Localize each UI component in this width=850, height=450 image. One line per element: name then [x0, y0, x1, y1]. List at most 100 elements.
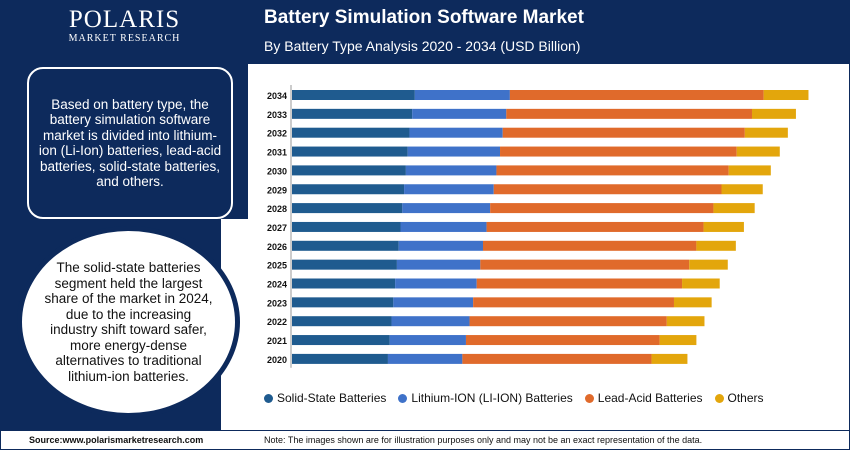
bar-segment: [402, 203, 491, 214]
year-tick-label: 2026: [267, 242, 287, 252]
legend-item: Lithium-ION (LI-ION) Batteries: [398, 391, 573, 405]
bar-segment: [682, 278, 720, 289]
bar-segment: [465, 335, 660, 346]
year-tick-label: 2029: [267, 185, 287, 195]
legend-label: Solid-State Batteries: [277, 391, 387, 405]
year-tick-label: 2022: [267, 317, 287, 327]
year-tick-label: 2025: [267, 261, 287, 271]
bar-segment: [292, 240, 399, 251]
bar-segment: [396, 259, 481, 270]
bar-segment: [728, 165, 771, 176]
bar-segment: [292, 127, 410, 138]
year-tick-label: 2032: [267, 129, 287, 139]
logo-name: POLARIS: [68, 6, 181, 33]
bar-segment: [292, 353, 388, 364]
bar-segment: [744, 127, 788, 138]
logo-subtitle: MARKET RESEARCH: [68, 33, 181, 44]
bar-segment: [412, 108, 507, 119]
bar-segment: [405, 165, 497, 176]
year-tick-label: 2021: [267, 336, 287, 346]
legend-dot-icon: [714, 393, 724, 403]
bar-segment: [292, 335, 390, 346]
highlight-text: The solid-state batteries segment held t…: [44, 260, 213, 384]
bar-segment: [398, 240, 483, 251]
bar-segment: [393, 297, 474, 308]
legend-dot-icon: [584, 393, 594, 403]
bar-segment: [462, 353, 652, 364]
bar-segment: [696, 240, 736, 251]
chart-title: Battery Simulation Software Market: [264, 7, 584, 28]
bar-segment: [292, 297, 394, 308]
source-text: Source:www.polarismarketresearch.com: [29, 435, 204, 445]
legend-label: Others: [727, 391, 764, 405]
bar-segment: [469, 316, 667, 327]
bar-segment: [292, 165, 406, 176]
bar-segment: [473, 297, 674, 308]
bar-segment: [389, 335, 466, 346]
bar-segment: [703, 221, 744, 232]
bar-segment: [292, 278, 396, 289]
bar-segment: [506, 108, 752, 119]
bar-segment: [490, 203, 714, 214]
bar-segment: [292, 259, 397, 270]
bar-segment: [651, 353, 688, 364]
legend-label: Lithium-ION (LI-ION) Batteries: [411, 391, 573, 405]
bar-segment: [395, 278, 477, 289]
year-tick-label: 2033: [267, 110, 287, 120]
stacked-bar-chart: 2034 2033 2032 2031 2030 2029 2028 2027 2026 2025…: [267, 85, 809, 368]
bar-segment: [480, 259, 690, 270]
bar-segment: [414, 90, 510, 100]
bar-segment: [500, 146, 737, 157]
bar-segment: [659, 335, 697, 346]
bar-segment: [407, 146, 501, 157]
bar-segment: [763, 90, 809, 100]
bar-segment: [486, 221, 704, 232]
info-box-text: Based on battery type, the battery simul…: [38, 96, 222, 190]
bar-segment: [292, 146, 408, 157]
bar-segment: [292, 90, 415, 100]
bar-segment: [391, 316, 470, 327]
footer: Source:www.polarismarketresearch.com Not…: [1, 430, 849, 449]
disclaimer-note: Note: The images shown are for illustrat…: [264, 435, 703, 445]
bar-segment: [736, 146, 780, 157]
bar-segment: [387, 353, 463, 364]
bar-segment: [721, 184, 763, 195]
legend-dot-icon: [264, 393, 273, 403]
highlight-circle: The solid-state batteries segment held t…: [17, 226, 240, 418]
bar-segment: [502, 127, 745, 138]
bar-segment: [292, 203, 403, 214]
bar-segment: [496, 165, 729, 176]
chart-subtitle: By Battery Type Analysis 2020 - 2034 (US…: [264, 38, 581, 54]
bar-segment: [404, 184, 494, 195]
bar-segment: [292, 108, 413, 119]
header-banner: Battery Simulation Software Market By Ba…: [248, 1, 849, 64]
bar-segment: [292, 316, 392, 327]
year-tick-label: 2034: [267, 91, 287, 101]
legend-dot-icon: [398, 393, 408, 403]
bar-segment: [666, 316, 705, 327]
year-tick-label: 2027: [267, 223, 287, 233]
bar-segment: [482, 240, 697, 251]
bar-segment: [476, 278, 683, 289]
bar-segment: [673, 297, 712, 308]
bar-segment: [689, 259, 728, 270]
bar-segment: [509, 90, 764, 100]
bar-segment: [409, 127, 503, 138]
legend-item: Solid-State Batteries: [264, 391, 386, 405]
bar-segment: [400, 221, 487, 232]
chart-legend: Solid-State Batteries Lithium-ION (LI-ION…: [264, 391, 764, 405]
bar-segment: [713, 203, 755, 214]
bar-segment: [751, 108, 796, 119]
year-tick-label: 2031: [267, 148, 287, 158]
bar-segment: [292, 184, 405, 195]
bar-segment: [292, 221, 401, 232]
year-tick-label: 2030: [267, 166, 287, 176]
year-tick-label: 2028: [267, 204, 287, 214]
legend-label: Lead-Acid Batteries: [597, 391, 703, 405]
legend-item: Lead-Acid Batteries: [584, 391, 703, 405]
year-tick-label: 2023: [267, 298, 287, 308]
info-box: Based on battery type, the battery simul…: [27, 67, 233, 219]
bar-segment: [493, 184, 722, 195]
legend-item: Others: [714, 391, 764, 405]
